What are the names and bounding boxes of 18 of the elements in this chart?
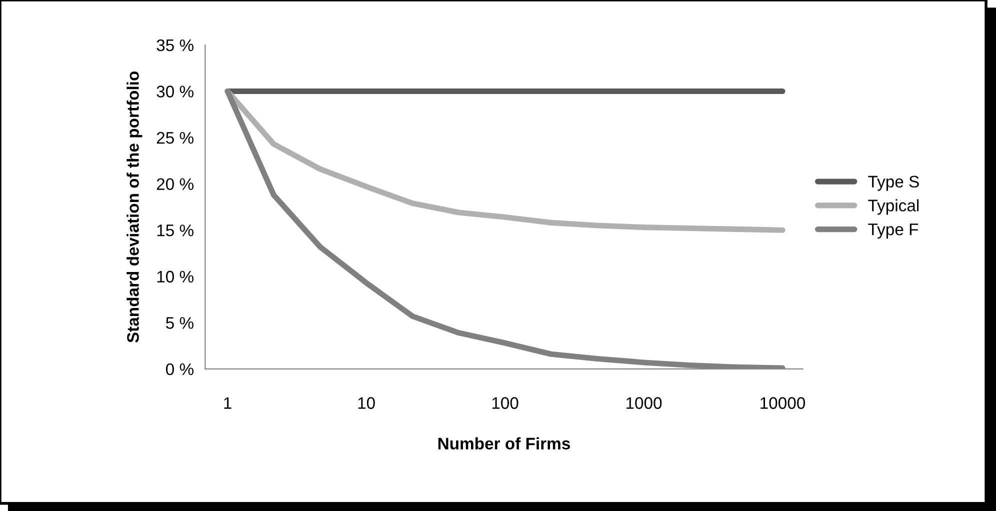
x-tick-label: 10000 [760,397,806,409]
y-tick-label: 0 % [166,363,194,376]
x-tick-label: 1000 [626,397,662,409]
x-tick-label: 100 [492,397,518,409]
y-tick-label: 35 % [156,39,194,52]
y-tick-label: 10 % [157,270,194,283]
legend-label: Type S [868,176,919,191]
x-tick-label: 1 [224,397,232,409]
x-tick-label: 10 [358,397,375,409]
y-axis-title: Standard deviation of the portfolio [126,71,142,343]
y-tick-label: 20 % [156,178,194,190]
y-tick-label: 5 % [166,317,194,329]
y-tick-label: 25 % [156,132,194,144]
y-tick-label: 15 % [157,224,194,236]
x-axis-title: Number of Firms [438,437,570,450]
y-tick-label: 30 % [156,86,194,98]
legend-label: Typical [868,199,919,215]
legend-label: Type F [868,224,918,239]
